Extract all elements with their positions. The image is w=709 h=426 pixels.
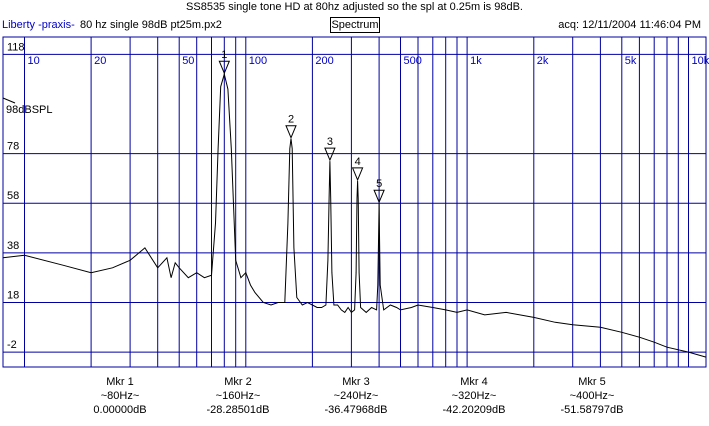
marker-level: -36.47968dB	[324, 404, 388, 416]
marker-readouts: Mkr 1 ~80Hz~ 0.00000dB Mkr 2 ~160Hz~ -28…	[0, 375, 709, 425]
marker-readout-3: Mkr 3 ~240Hz~ -36.47968dB	[296, 375, 416, 417]
x-tick-label: 20	[94, 55, 106, 67]
marker-level: 0.00000dB	[93, 404, 147, 416]
y-tick-label: 38	[7, 240, 19, 252]
marker-name: Mkr 1	[106, 376, 134, 388]
marker-number-1: 1	[221, 49, 227, 61]
y-tick-label: 78	[7, 141, 19, 153]
grid	[3, 37, 706, 367]
marker-frequency: ~320Hz~	[451, 390, 497, 402]
y-tick-label: 58	[7, 190, 19, 202]
marker-triangle-1	[218, 60, 231, 75]
marker-frequency: ~240Hz~	[333, 390, 379, 402]
marker-triangle-4	[351, 167, 364, 182]
marker-number-5: 5	[376, 178, 382, 190]
x-tick-label: 5k	[625, 55, 637, 67]
x-tick-label: 1k	[470, 55, 482, 67]
marker-triangle-5	[373, 189, 385, 204]
x-tick-label: 100	[249, 55, 267, 67]
marker-level: -28.28501dB	[206, 404, 270, 416]
marker-readout-4: Mkr 4 ~320Hz~ -42.20209dB	[414, 375, 534, 417]
marker-frequency: ~400Hz~	[569, 390, 615, 402]
x-tick-label: 2k	[537, 55, 549, 67]
y-tick-label: 18	[7, 290, 19, 302]
y-tick-label: -2	[7, 339, 17, 351]
marker-name: Mkr 2	[224, 376, 252, 388]
chart-title: SS8535 single tone HD at 80hz adjusted s…	[186, 1, 523, 13]
marker-frequency: ~80Hz~	[100, 390, 140, 402]
plot-frame	[2, 36, 707, 368]
x-tick-label: 500	[404, 55, 422, 67]
marker-readout-2: Mkr 2 ~160Hz~ -28.28501dB	[178, 375, 298, 417]
marker-level: -42.20209dB	[442, 404, 506, 416]
marker-readout-5: Mkr 5 ~400Hz~ -51.58797dB	[532, 375, 652, 417]
x-tick-label: 200	[315, 55, 333, 67]
x-tick-label: 50	[182, 55, 194, 67]
marker-name: Mkr 4	[460, 376, 488, 388]
x-tick-label: 10	[28, 55, 40, 67]
marker-triangle-3	[324, 147, 336, 162]
marker-triangle-2	[285, 125, 297, 139]
marker-layer: 1 2 3 4 5	[218, 49, 385, 204]
marker-number-4: 4	[355, 156, 361, 168]
file-name: 80 hz single 98dB pt25m.px2	[80, 19, 222, 31]
marker-readout-1: Mkr 1 ~80Hz~ 0.00000dB	[60, 375, 180, 417]
marker-level: -51.58797dB	[560, 404, 624, 416]
reference-arrow	[2, 97, 16, 104]
app-name: Liberty -praxis-	[2, 19, 75, 31]
marker-frequency: ~160Hz~	[215, 390, 261, 402]
marker-name: Mkr 5	[578, 376, 606, 388]
spectrum-view-button[interactable]: Spectrum	[330, 17, 380, 33]
marker-name: Mkr 3	[342, 376, 370, 388]
y-tick-label: 118	[7, 41, 25, 53]
x-tick-label: 10k	[692, 55, 709, 67]
acquisition-timestamp: acq: 12/11/2004 11:46:04 PM	[558, 19, 701, 31]
marker-number-2: 2	[288, 114, 294, 126]
axis-labels: 10 20 50 100 200 500 1k 2k 5k 10k 118 78 58 38 18 -2 98d…	[2, 41, 709, 351]
marker-number-3: 3	[327, 136, 333, 148]
reference-label: 98dBSPL	[6, 104, 52, 116]
